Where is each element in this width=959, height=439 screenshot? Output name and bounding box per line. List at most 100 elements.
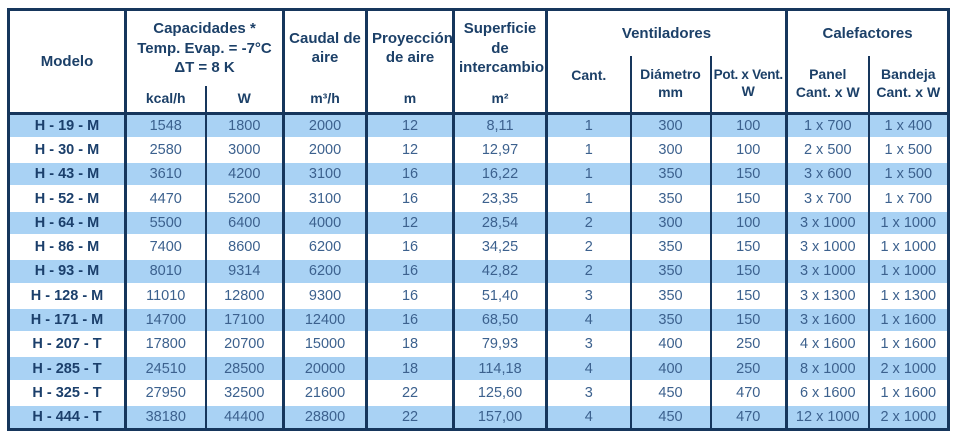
header-vent-cant: Cant.	[546, 55, 632, 115]
capacity-w-cell: 3000	[205, 137, 286, 163]
header-calef-panel: Panel Cant. x W	[786, 55, 870, 115]
vent-cantidad-cell: 4	[546, 356, 632, 381]
vent-cantidad-cell: 2	[546, 259, 632, 284]
capacity-w-cell: 9314	[205, 259, 286, 284]
capacity-w-cell: 6400	[205, 210, 286, 235]
capacity-w-cell: 12800	[205, 283, 286, 308]
vent-potencia-cell: 150	[710, 234, 789, 260]
vent-cantidad-cell: 4	[546, 307, 632, 333]
calefactor-bandeja-cell: 1 x 1000	[868, 259, 949, 284]
vent-potencia-cell: 150	[710, 259, 789, 284]
proyeccion-aire-cell: 16	[366, 186, 456, 211]
unit-w: W	[205, 85, 286, 115]
unit-superficie: m²	[453, 85, 549, 115]
superficie-intercambio-cell: 79,93	[453, 332, 549, 357]
capacity-w-cell: 32500	[205, 380, 286, 406]
calefactor-bandeja-cell: 1 x 500	[868, 137, 949, 163]
header-row-titles: Modelo Capacidades * Temp. Evap. = -7°C …	[8, 9, 949, 115]
superficie-intercambio-cell: 16,22	[453, 162, 549, 187]
superficie-intercambio-cell: 12,97	[453, 137, 549, 163]
proyeccion-aire-cell: 16	[366, 283, 456, 308]
table-row: H - 52 - M 4470 5200 3100 16 23,35 1 350 150 3 x …	[8, 186, 949, 211]
vent-diametro-cell: 350	[630, 162, 712, 187]
vent-diametro-cell: 400	[630, 356, 712, 381]
vent-potencia-cell: 470	[710, 405, 789, 430]
calefactor-bandeja-cell: 1 x 1600	[868, 307, 949, 333]
table-row: H - 285 - T 24510 28500 20000 18 114,18 4 400 25…	[8, 356, 949, 381]
vent-cantidad-cell: 1	[546, 186, 632, 211]
calefactor-panel-cell: 8 x 1000	[786, 356, 870, 381]
model-cell: H - 64 - M	[8, 210, 127, 235]
caudal-aire-cell: 6200	[283, 259, 369, 284]
vent-cantidad-cell: 3	[546, 283, 632, 308]
table-row: H - 86 - M 7400 8600 6200 16 34,25 2 350 150 3 x …	[8, 234, 949, 260]
model-cell: H - 19 - M	[8, 113, 127, 138]
superficie-intercambio-cell: 125,60	[453, 380, 549, 406]
vent-cantidad-cell: 1	[546, 113, 632, 138]
vent-diametro-cell: 350	[630, 234, 712, 260]
header-calefactores: Calefactores	[786, 9, 949, 56]
model-cell: H - 285 - T	[8, 356, 127, 381]
capacity-kcal-cell: 3610	[125, 162, 207, 187]
proyeccion-aire-cell: 12	[366, 137, 456, 163]
vent-diametro-cell: 450	[630, 405, 712, 430]
header-vent-diametro: Diámetro mm	[630, 55, 712, 115]
model-cell: H - 128 - M	[8, 283, 127, 308]
calefactor-panel-cell: 3 x 1000	[786, 234, 870, 260]
superficie-intercambio-cell: 42,82	[453, 259, 549, 284]
vent-cantidad-cell: 3	[546, 332, 632, 357]
proyeccion-aire-cell: 12	[366, 210, 456, 235]
table-row: H - 19 - M 1548 1800 2000 12 8,11 1 300 100 1 x 7…	[8, 113, 949, 138]
model-cell: H - 207 - T	[8, 332, 127, 357]
vent-cantidad-cell: 3	[546, 380, 632, 406]
vent-diametro-cell: 450	[630, 380, 712, 406]
capacity-kcal-cell: 38180	[125, 405, 207, 430]
capacity-kcal-cell: 17800	[125, 332, 207, 357]
header-caudal: Caudal de aire	[283, 9, 369, 86]
capacity-kcal-cell: 14700	[125, 307, 207, 333]
header-calef-bandeja: Bandeja Cant. x W	[868, 55, 949, 115]
calef-bandeja-label: Bandeja	[881, 65, 936, 82]
calef-panel-label: Panel	[809, 65, 847, 82]
calefactor-panel-cell: 4 x 1600	[786, 332, 870, 357]
vent-diametro-unit: mm	[658, 83, 683, 100]
calefactor-bandeja-cell: 1 x 700	[868, 186, 949, 211]
proyeccion-aire-cell: 18	[366, 356, 456, 381]
header-ventiladores: Ventiladores	[546, 9, 789, 56]
table-row: H - 444 - T 38180 44400 28800 22 157,00 4 450 47…	[8, 405, 949, 430]
vent-diametro-cell: 350	[630, 186, 712, 211]
header-superficie: Superficie de intercambio	[453, 9, 549, 86]
spec-table: Modelo Capacidades * Temp. Evap. = -7°C …	[7, 8, 951, 431]
vent-pot-unit: W	[741, 83, 755, 100]
calefactor-panel-cell: 3 x 1000	[786, 210, 870, 235]
vent-potencia-cell: 250	[710, 332, 789, 357]
calefactor-panel-cell: 3 x 600	[786, 162, 870, 187]
vent-potencia-cell: 100	[710, 137, 789, 163]
model-cell: H - 171 - M	[8, 307, 127, 333]
caudal-aire-cell: 15000	[283, 332, 369, 357]
proyeccion-aire-cell: 16	[366, 307, 456, 333]
capacity-w-cell: 8600	[205, 234, 286, 260]
calef-bandeja-unit: Cant. x W	[876, 83, 941, 100]
proyeccion-aire-cell: 22	[366, 405, 456, 430]
calefactor-bandeja-cell: 1 x 1000	[868, 210, 949, 235]
vent-potencia-cell: 100	[710, 210, 789, 235]
vent-cantidad-cell: 2	[546, 210, 632, 235]
capacity-kcal-cell: 1548	[125, 113, 207, 138]
caudal-aire-cell: 3100	[283, 162, 369, 187]
vent-cantidad-cell: 1	[546, 137, 632, 163]
capacity-w-cell: 1800	[205, 113, 286, 138]
vent-cantidad-cell: 4	[546, 405, 632, 430]
proyeccion-aire-cell: 16	[366, 162, 456, 187]
superficie-intercambio-cell: 68,50	[453, 307, 549, 333]
capacity-kcal-cell: 2580	[125, 137, 207, 163]
table-row: H - 325 - T 27950 32500 21600 22 125,60 3 450 47…	[8, 380, 949, 406]
caudal-aire-cell: 28800	[283, 405, 369, 430]
caudal-aire-cell: 4000	[283, 210, 369, 235]
vent-pot-label: Pot. x Vent.	[713, 67, 783, 83]
calefactor-bandeja-cell: 1 x 1000	[868, 234, 949, 260]
calefactor-bandeja-cell: 1 x 1300	[868, 283, 949, 308]
table-row: H - 64 - M 5500 6400 4000 12 28,54 2 300 100 3 x …	[8, 210, 949, 235]
unit-caudal: m³/h	[283, 85, 369, 115]
calefactor-panel-cell: 3 x 700	[786, 186, 870, 211]
